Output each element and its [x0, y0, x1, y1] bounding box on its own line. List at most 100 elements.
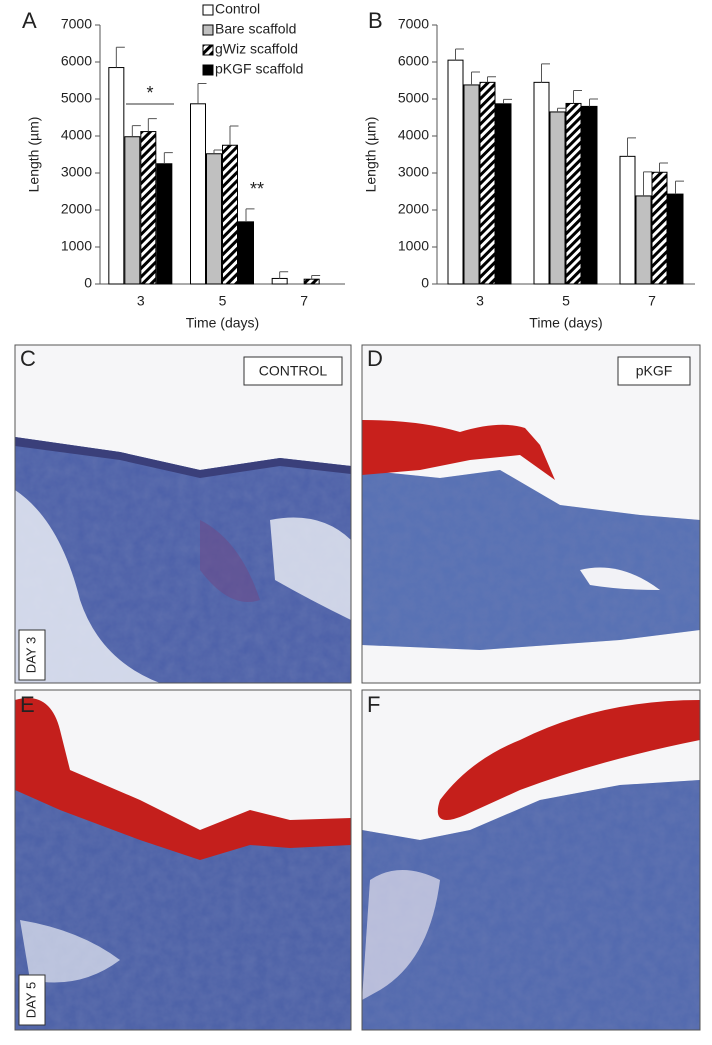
y-tick-label: 1000	[61, 238, 92, 254]
legend-label: Control	[215, 1, 260, 17]
charts: A 0 1000 2000 3000 4000 5000 6000 7000 Length (µm…	[22, 1, 695, 331]
error-bar	[627, 137, 636, 157]
x-axis-title: Time (days)	[529, 315, 602, 331]
bar	[108, 67, 125, 285]
significance-mark: *	[146, 83, 153, 103]
error-bar	[541, 63, 550, 83]
error-bar	[557, 107, 566, 112]
y-axis-title: Length (µm)	[26, 117, 42, 193]
legend-swatch	[202, 4, 214, 16]
panel-label: D	[367, 346, 383, 371]
panel-frame	[14, 689, 352, 1031]
legend-swatch	[202, 44, 214, 56]
bar	[206, 153, 222, 285]
x-tick-label: 5	[219, 293, 227, 309]
error-bar	[147, 118, 157, 132]
bar	[495, 103, 512, 285]
error-bar	[643, 171, 652, 196]
y-tick-label: 4000	[61, 127, 92, 143]
bar	[156, 163, 173, 285]
y-tick-label: 2000	[398, 201, 429, 217]
label-box	[18, 629, 46, 681]
error-bar	[471, 71, 480, 85]
error-bar	[573, 89, 582, 104]
label-box	[243, 356, 343, 386]
panel-label: C	[20, 346, 36, 371]
error-bar	[455, 48, 464, 61]
day-label: DAY 5	[23, 982, 38, 1018]
micrograph	[362, 690, 700, 1030]
bar	[619, 155, 636, 285]
bar	[463, 84, 480, 285]
bar	[271, 277, 288, 285]
error-bar	[229, 125, 239, 146]
y-tick-label: 6000	[398, 53, 429, 69]
condition-label: CONTROL	[259, 363, 328, 379]
bar	[581, 105, 598, 285]
y-tick-label: 0	[421, 275, 429, 291]
y-tick-label: 7000	[61, 16, 92, 32]
micrograph	[15, 345, 351, 683]
error-bar	[589, 98, 598, 107]
y-tick-label: 7000	[398, 16, 429, 32]
error-bar	[245, 208, 255, 222]
micrograph	[362, 345, 700, 683]
bar	[635, 195, 652, 285]
bar	[124, 136, 141, 285]
x-tick-label: 3	[137, 293, 145, 309]
y-tick-label: 5000	[61, 90, 92, 106]
legend-label: Bare scaffold	[215, 21, 296, 37]
significance-mark: **	[250, 179, 264, 199]
y-tick-label: 3000	[398, 164, 429, 180]
legend-label: gWiz scaffold	[215, 41, 298, 57]
bar	[565, 102, 582, 285]
panel-label: B	[368, 8, 383, 33]
panel-frame	[14, 344, 352, 684]
micrograph	[15, 690, 351, 1030]
legend-label: pKGF scaffold	[215, 61, 303, 77]
error-bar	[115, 46, 125, 68]
error-bar	[163, 152, 173, 164]
bar	[667, 193, 684, 285]
error-bar	[197, 82, 207, 104]
y-tick-label: 4000	[398, 127, 429, 143]
error-bar	[503, 98, 512, 104]
error-bar	[279, 271, 289, 279]
panel-frame	[361, 344, 701, 684]
label-box	[617, 356, 691, 386]
panel-label: E	[20, 692, 35, 717]
error-bar	[311, 274, 321, 280]
panel-frame	[361, 689, 701, 1031]
bar	[303, 278, 320, 285]
error-bar	[675, 180, 684, 195]
error-bar	[213, 149, 223, 154]
y-tick-label: 3000	[61, 164, 92, 180]
error-bar	[131, 125, 141, 137]
y-tick-label: 0	[84, 275, 92, 291]
error-bar	[659, 162, 668, 173]
bar	[479, 81, 496, 285]
bar	[222, 144, 238, 285]
bar	[651, 171, 668, 285]
legend-swatch	[202, 24, 214, 36]
x-tick-label: 5	[562, 293, 570, 309]
panel-label: A	[22, 8, 37, 33]
bar	[447, 59, 464, 285]
y-tick-label: 2000	[61, 201, 92, 217]
bar	[533, 81, 550, 285]
label-box	[18, 974, 46, 1026]
x-tick-label: 7	[648, 293, 656, 309]
bar	[140, 131, 157, 285]
y-tick-label: 1000	[398, 238, 429, 254]
bar	[549, 111, 566, 285]
legend-swatch	[202, 64, 214, 76]
y-axis-title: Length (µm)	[363, 117, 379, 193]
x-tick-label: 7	[300, 293, 308, 309]
bar	[190, 103, 206, 285]
y-tick-label: 5000	[398, 90, 429, 106]
y-tick-label: 6000	[61, 53, 92, 69]
day-label: DAY 3	[23, 637, 38, 673]
error-bar	[487, 76, 496, 83]
bar	[238, 221, 254, 285]
